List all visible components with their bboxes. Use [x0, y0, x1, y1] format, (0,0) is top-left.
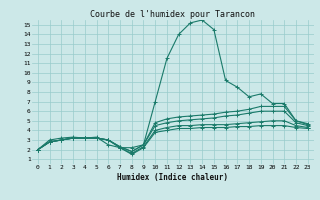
Title: Courbe de l'humidex pour Tarancon: Courbe de l'humidex pour Tarancon [90, 10, 255, 19]
X-axis label: Humidex (Indice chaleur): Humidex (Indice chaleur) [117, 173, 228, 182]
